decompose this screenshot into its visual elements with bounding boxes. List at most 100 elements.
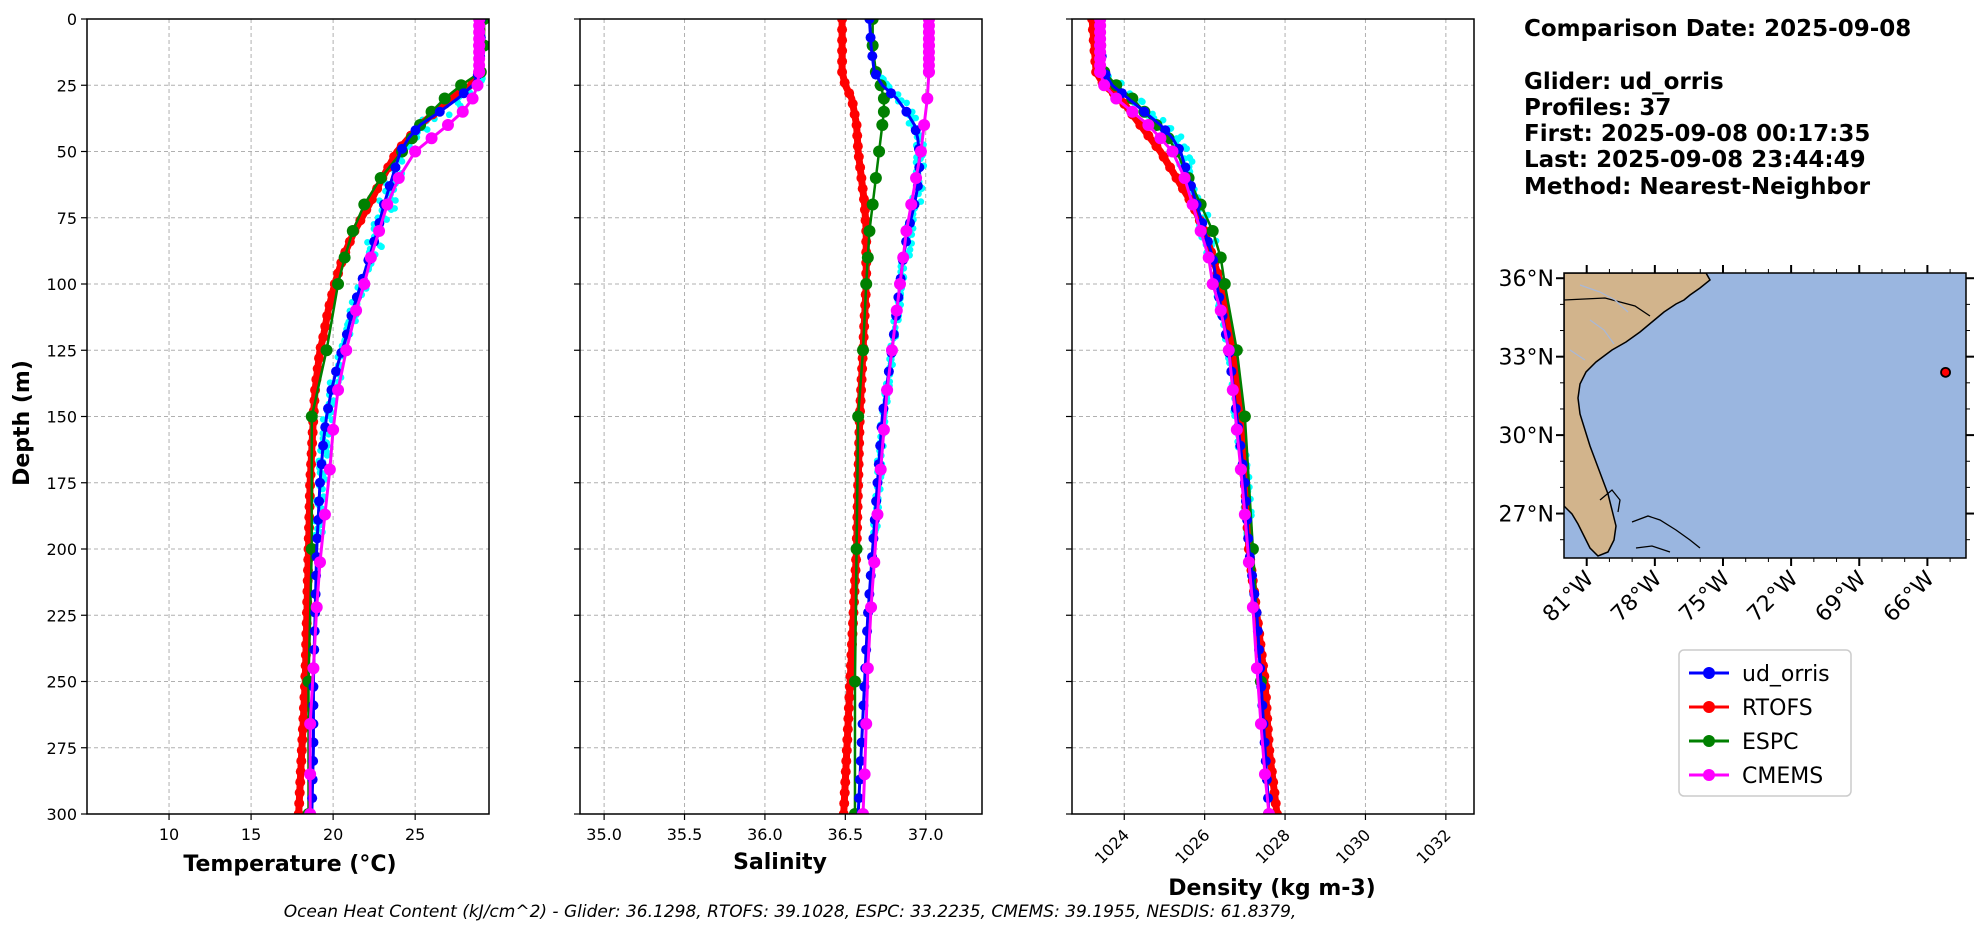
data-point-rtofs bbox=[837, 67, 848, 77]
data-point-ud-orris bbox=[864, 19, 875, 24]
data-point-rtofs bbox=[1158, 151, 1169, 162]
data-point-cmems bbox=[1110, 92, 1123, 105]
data-point-cmems bbox=[1098, 79, 1111, 92]
data-point-ud-orris bbox=[867, 51, 878, 62]
data-point-espc bbox=[873, 145, 886, 158]
y-tick-label: 300 bbox=[46, 805, 77, 824]
x-tick-label: 1028 bbox=[1252, 825, 1294, 867]
map-lon-label: 72°W bbox=[1743, 566, 1804, 627]
data-point-rtofs bbox=[841, 756, 852, 766]
data-point-cmems bbox=[1254, 717, 1267, 730]
data-point-cmems bbox=[304, 768, 317, 781]
data-point-rtofs bbox=[837, 35, 848, 46]
data-point-rtofs bbox=[305, 480, 316, 491]
data-point-ud-orris bbox=[434, 106, 445, 117]
data-point-ud-orris bbox=[397, 143, 408, 154]
data-point-rtofs bbox=[844, 692, 855, 703]
data-point-cmems bbox=[1262, 808, 1275, 814]
data-point-cmems bbox=[466, 92, 479, 105]
data-point-espc bbox=[305, 543, 318, 555]
data-point-rtofs bbox=[858, 194, 869, 205]
raw-profile-point bbox=[364, 238, 371, 246]
profile-count: Profiles: 37 bbox=[1524, 95, 1671, 121]
data-point-cmems bbox=[323, 463, 336, 476]
data-point-espc bbox=[877, 105, 890, 118]
ocean-heat-content-footer: Ocean Heat Content (kJ/cm^2) - Glider: 3… bbox=[284, 902, 1297, 922]
map-frame bbox=[1563, 272, 1967, 559]
data-point-rtofs bbox=[856, 173, 867, 183]
data-point-rtofs bbox=[847, 98, 858, 109]
data-point-cmems bbox=[868, 556, 881, 569]
data-point-rtofs bbox=[294, 798, 305, 809]
series-ud-orris bbox=[853, 19, 925, 814]
temperature-panel: Depth (m) Temperature (°C) 10 15 20 2502550… bbox=[10, 10, 490, 877]
method: Method: Nearest-Neighbor bbox=[1524, 174, 1871, 200]
glider-raw-profile-points bbox=[1100, 73, 1255, 539]
salinity-axis-label: Salinity bbox=[733, 850, 827, 875]
data-point-cmems bbox=[890, 304, 903, 317]
x-tick-label: 10 bbox=[159, 825, 179, 844]
data-point-cmems bbox=[1226, 384, 1239, 396]
data-point-cmems bbox=[1214, 304, 1227, 317]
data-point-rtofs bbox=[843, 703, 854, 713]
legend: ud_orris RTOFS ESPC CMEMS bbox=[1678, 649, 1852, 797]
data-point-rtofs bbox=[298, 703, 309, 713]
data-point-cmems bbox=[1142, 119, 1155, 131]
data-point-rtofs bbox=[855, 162, 866, 173]
data-point-ud-orris bbox=[1139, 106, 1150, 117]
data-point-ud-orris bbox=[331, 366, 342, 377]
data-point-ud-orris bbox=[458, 88, 469, 99]
legend-entry-espc: ESPC bbox=[1689, 730, 1799, 755]
data-point-cmems bbox=[871, 508, 884, 521]
data-point-rtofs bbox=[294, 787, 305, 798]
data-point-cmems bbox=[922, 66, 935, 78]
data-point-rtofs bbox=[837, 45, 848, 56]
data-point-ud-orris bbox=[865, 32, 876, 43]
first-time: First: 2025-09-08 00:17:35 bbox=[1524, 121, 1870, 147]
data-point-rtofs bbox=[839, 798, 850, 809]
data-point-ud-orris bbox=[885, 88, 896, 99]
y-tick-label: 225 bbox=[46, 606, 77, 625]
data-point-espc bbox=[374, 172, 387, 184]
data-point-rtofs bbox=[845, 660, 856, 671]
x-tick-label: 35.5 bbox=[667, 825, 703, 844]
x-tick-label: 1030 bbox=[1332, 825, 1374, 867]
x-tick-label: 1026 bbox=[1171, 825, 1213, 867]
data-point-cmems bbox=[861, 662, 874, 675]
data-point-cmems bbox=[885, 344, 898, 357]
raw-profile-point bbox=[398, 158, 406, 165]
data-point-cmems bbox=[900, 225, 913, 237]
map-lon-label: 81°W bbox=[1538, 566, 1599, 627]
data-point-cmems bbox=[473, 66, 486, 78]
data-point-rtofs bbox=[1143, 130, 1154, 141]
map-lat-label: 36°N bbox=[1499, 267, 1554, 292]
legend-label: ESPC bbox=[1742, 730, 1799, 755]
raw-profile-point bbox=[378, 243, 385, 251]
data-point-rtofs bbox=[841, 745, 852, 756]
data-point-ud-orris bbox=[314, 496, 325, 507]
data-point-cmems bbox=[318, 508, 331, 521]
data-point-cmems bbox=[1166, 145, 1179, 158]
data-point-cmems bbox=[1206, 278, 1219, 290]
data-point-espc bbox=[1110, 79, 1123, 92]
legend-frame bbox=[1678, 649, 1852, 797]
data-point-cmems bbox=[874, 463, 887, 476]
data-point-cmems bbox=[860, 717, 873, 730]
glider-position-marker bbox=[1940, 366, 1951, 378]
data-point-cmems bbox=[327, 423, 340, 436]
data-point-cmems bbox=[921, 92, 934, 105]
info-block: Comparison Date: 2025-09-08 Glider: ud_o… bbox=[1524, 16, 1911, 200]
data-point-cmems bbox=[332, 384, 345, 396]
data-point-cmems bbox=[1234, 463, 1247, 476]
data-point-ud-orris bbox=[323, 403, 334, 414]
data-point-cmems bbox=[881, 384, 894, 396]
map-lon-label: 69°W bbox=[1811, 566, 1872, 627]
data-point-rtofs bbox=[1171, 173, 1182, 183]
comparison-date: Comparison Date: 2025-09-08 bbox=[1524, 16, 1911, 42]
data-point-rtofs bbox=[843, 713, 854, 724]
data-point-cmems bbox=[381, 198, 394, 211]
raw-profile-point bbox=[903, 99, 910, 107]
data-point-cmems bbox=[1230, 423, 1243, 436]
data-point-rtofs bbox=[296, 745, 307, 756]
x-tick-label: 36.5 bbox=[828, 825, 864, 844]
